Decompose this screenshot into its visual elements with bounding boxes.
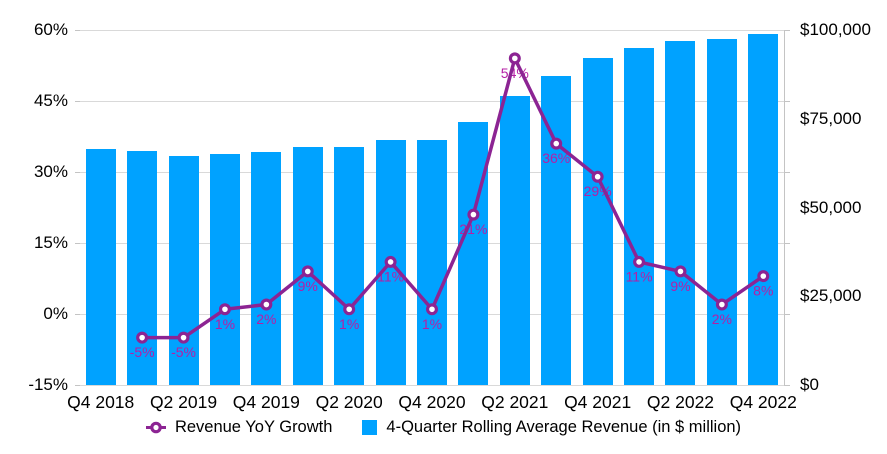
line-series: -5% -5%1% 2%9%1%11%1%21%54%36%29%11%9%2%8% [130, 52, 773, 360]
line-marker [674, 265, 687, 278]
line-marker [467, 208, 480, 221]
legend: Revenue YoY Growth 4-Quarter Rolling Ave… [0, 418, 887, 437]
legend-line-label: Revenue YoY Growth [174, 418, 333, 436]
data-label: 2% [712, 311, 732, 327]
x-axis-tick: Q2 2019 [149, 392, 218, 412]
line-marker [218, 303, 231, 316]
x-axis-tick: Q2 2020 [315, 392, 383, 412]
line-marker [260, 298, 273, 311]
line-marker [136, 331, 149, 344]
data-label: 36% [542, 150, 570, 166]
data-label: 1% [339, 316, 359, 332]
data-label: 2% [256, 311, 276, 327]
line-marker [343, 303, 356, 316]
data-label: 11% [626, 268, 653, 284]
line-marker [384, 255, 397, 268]
data-label: 11% [377, 268, 404, 284]
data-label: 9% [670, 278, 690, 294]
right-axis-tick: $25,000 [800, 286, 862, 306]
x-axis-tick: Q4 2020 [398, 392, 466, 412]
data-label: 1% [215, 316, 235, 332]
line-marker [508, 52, 521, 65]
bar [168, 156, 199, 385]
line-marker [301, 265, 314, 278]
left-axis-tick: 45% [33, 91, 68, 110]
line-marker [633, 255, 646, 268]
bar [417, 140, 447, 385]
line-marker-icon [145, 421, 166, 434]
bar [665, 40, 696, 385]
bar-swatch-icon [362, 420, 378, 435]
x-axis-tick: Q4 2022 [729, 392, 797, 412]
line-marker [715, 298, 728, 311]
x-axis-tick: Q4 2021 [564, 392, 632, 412]
data-label: 8% [753, 283, 773, 299]
bar [748, 33, 779, 385]
bar [127, 150, 158, 385]
legend-item-bar: 4-Quarter Rolling Average Revenue (in $ … [362, 418, 741, 437]
left-axis-tick: 15% [33, 233, 68, 252]
bar [624, 47, 655, 385]
bar [541, 76, 572, 385]
line-marker [177, 331, 190, 344]
bar [582, 58, 613, 385]
data-label: 1% [422, 316, 442, 332]
data-label: -5% [130, 344, 155, 360]
right-axis-tick: $50,000 [800, 197, 862, 217]
left-axis-tick: 30% [33, 162, 68, 181]
line-marker [757, 270, 770, 283]
left-axis-tick: -15% [28, 375, 68, 394]
bar [251, 152, 282, 385]
x-axis-tick: Q4 2018 [67, 392, 135, 412]
line-marker [426, 303, 439, 316]
line-marker [550, 137, 563, 150]
right-axis-tick: $75,000 [800, 108, 862, 128]
bar [706, 38, 737, 385]
x-axis-tick: Q2 2021 [481, 392, 549, 412]
bar [458, 122, 489, 385]
data-label: -5% [171, 344, 196, 360]
legend-bar-label: 4-Quarter Rolling Average Revenue (in $ … [386, 418, 742, 436]
left-axis-tick: 60% [33, 20, 68, 39]
right-axis-tick: $0 [800, 375, 819, 394]
left-axis-tick: 0% [43, 304, 68, 323]
right-axis-tick: $100,000 [800, 20, 871, 39]
bar [85, 148, 116, 385]
legend-item-line: Revenue YoY Growth [145, 418, 333, 437]
plot-area: -5% -5% 1% 2% 9% 1% 11% 1% 21% 54% 36% 29% 11% 9% 2% 8% [75, 29, 790, 386]
bar [499, 95, 530, 385]
line-marker [591, 170, 604, 183]
data-label: 9% [298, 278, 318, 294]
bar [334, 147, 365, 385]
growth-line [142, 56, 765, 340]
bar [209, 154, 240, 385]
x-axis-tick: Q2 2022 [646, 392, 715, 412]
x-axis-tick: Q4 2019 [232, 392, 300, 412]
